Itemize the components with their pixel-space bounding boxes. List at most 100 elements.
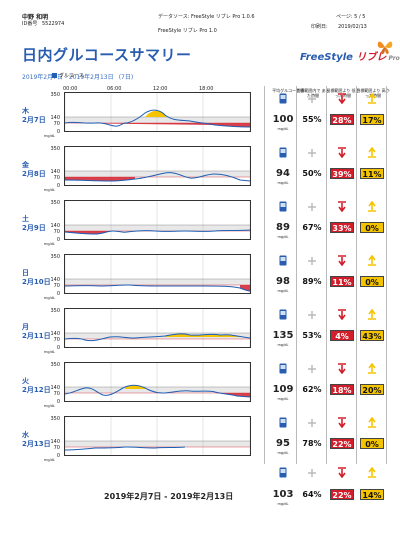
in-range-icon [308,149,316,157]
below-range-percent: 22% [330,438,354,449]
y-tick-label: 70 [53,121,60,127]
y-tick-label: 350 [50,308,60,314]
target-range-band [65,225,250,231]
reader-icon [279,147,287,158]
reader-icon [279,363,287,374]
below-range-percent: 4% [330,330,354,341]
time-tick-label: 18:00 [199,86,214,92]
above-range-icon [368,93,376,104]
below-range-icon [338,417,346,428]
above-range-percent: 0% [360,276,384,287]
y-tick-label: 70 [53,445,60,451]
avg-glucose-unit: mg/dL [277,127,289,131]
avg-glucose-unit: mg/dL [277,343,289,347]
in-range-header: 目標範囲内で あった時間 [296,88,330,98]
summary-below-icon [338,467,346,478]
below-range-percent: 28% [330,114,354,125]
y-tick-label: 70 [53,391,60,397]
avg-glucose-value: 89 [276,222,290,233]
above-range-percent: 11% [360,168,384,179]
day-weekday: 水 [22,431,29,439]
reader-icon [279,93,287,104]
above-range-percent: 20% [360,384,384,395]
day-weekday: 日 [22,269,29,277]
target-range-band [65,387,250,393]
stats-column-divider [264,86,265,464]
avg-glucose-value: 94 [276,168,290,179]
in-range-icon [308,203,316,211]
in-range-icon [308,311,316,319]
avg-glucose-unit: mg/dL [277,181,289,185]
y-tick-label: 0 [56,237,60,243]
glucose-legend-swatch [52,73,57,78]
y-unit-label: mg/dL [44,350,55,354]
avg-glucose-header: 平均グルコース値 [272,88,304,93]
glucose-trace [65,109,250,128]
glucose-chart [64,362,251,402]
y-tick-label: 70 [53,175,60,181]
patient-id: 5522974 [42,21,65,27]
avg-glucose-value: 98 [276,276,290,287]
glucose-chart [64,146,251,186]
in-range-icon [308,257,316,265]
avg-glucose-unit: mg/dL [277,451,289,455]
above-range-icon [368,363,376,374]
time-tick-label: 12:00 [153,86,168,92]
day-date: 2月9日 [22,224,46,232]
day-weekday: 土 [22,215,29,223]
glucose-trace [65,284,250,292]
patient-id-label: ID番号 [22,21,38,27]
summary-reader-icon [279,467,287,478]
summary-above-icon [368,467,376,478]
y-tick-label: 0 [56,183,60,189]
in-range-percent: 50% [302,169,322,178]
high-glucose-area [125,385,147,389]
below-range-header: 目標範囲より 低かった時間 [326,88,360,98]
y-tick-label: 140 [50,277,60,283]
below-range-icon [338,93,346,104]
in-range-icon [308,95,316,103]
day-weekday: 金 [22,161,29,169]
summary-in-range-icon [308,469,316,477]
y-tick-label: 350 [50,200,60,206]
y-tick-label: 0 [56,291,60,297]
y-tick-label: 140 [50,169,60,175]
day-date: 2月7日 [22,116,46,124]
below-range-icon [338,147,346,158]
glucose-trace [65,384,250,398]
below-range-icon [338,255,346,266]
y-tick-label: 350 [50,92,60,98]
y-unit-label: mg/dL [44,134,55,138]
above-range-icon [368,147,376,158]
glucose-chart [64,200,251,240]
glucose-legend-label: グルコース [59,73,84,79]
day-date: 2月13日 [22,440,51,448]
time-tick-label: 06:00 [107,86,122,92]
avg-glucose-unit: mg/dL [277,235,289,239]
page-number: ページ: 5 / 5 [336,14,366,20]
target-range-band [65,171,250,177]
logo-red: リブレ [356,52,387,63]
low-glucose-area [65,123,250,127]
logo-main: FreeStyle [300,52,357,63]
y-tick-label: 0 [56,453,60,459]
y-tick-label: 70 [53,229,60,235]
below-range-icon [338,309,346,320]
in-range-icon [308,365,316,373]
in-range-percent: 62% [302,385,322,394]
y-unit-label: mg/dL [44,404,55,408]
glucose-chart [64,254,251,294]
high-glucose-area [165,333,245,337]
above-range-icon [368,201,376,212]
reader-icon [279,417,287,428]
reader-icon [279,201,287,212]
avg-glucose-value: 95 [276,438,290,449]
below-range-icon [338,201,346,212]
stats-column-divider [296,86,297,464]
summary-avg-unit: mg/dL [277,502,289,506]
patient-name: 中野 和明 [22,14,49,21]
above-range-percent: 0% [360,222,384,233]
glucose-chart [64,92,251,132]
target-range-band [65,117,250,123]
below-range-percent: 18% [330,384,354,395]
